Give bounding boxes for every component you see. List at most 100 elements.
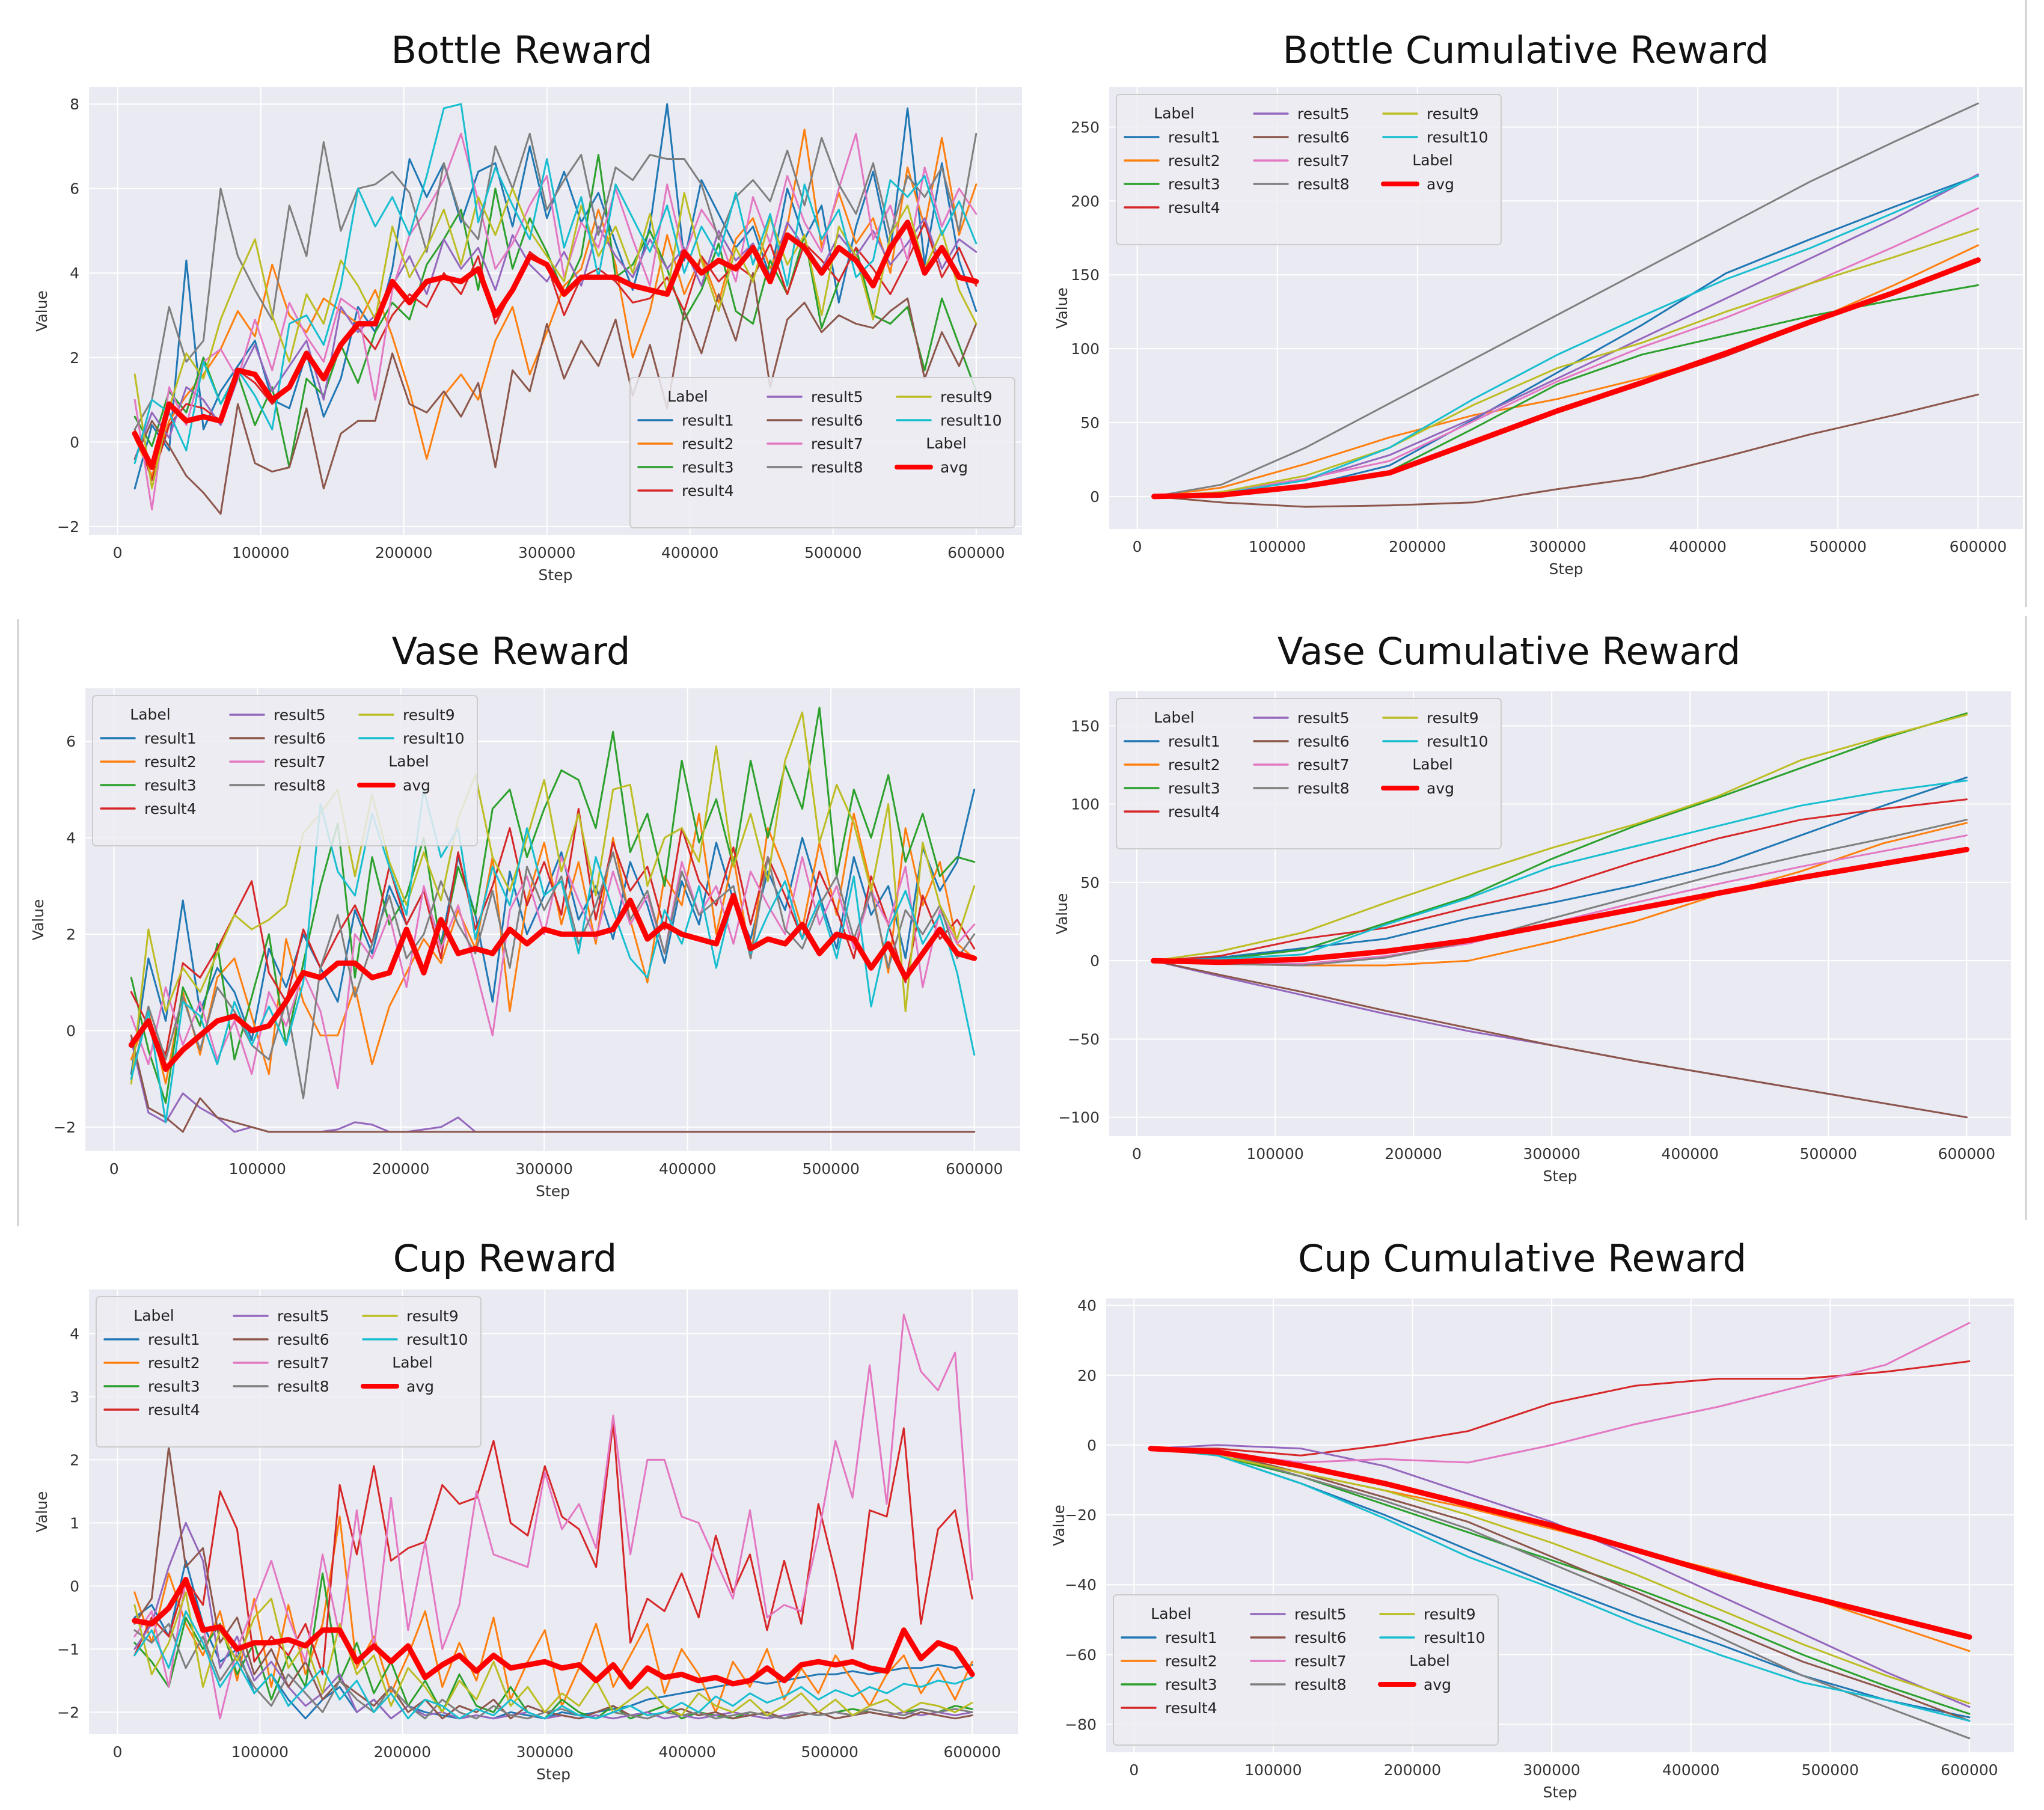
x-axis-label: Step [536,1182,570,1200]
legend-label-result5: result5 [274,706,326,724]
legend-label-avg: avg [403,777,430,794]
series-line-result9 [1153,228,1979,498]
legend-header: Label [392,1354,432,1371]
y-tick-label: 0 [66,1022,76,1039]
y-axis-label: Value [33,1491,50,1533]
series-line-result3 [1152,712,1968,962]
y-tick-label: −40 [1065,1576,1097,1594]
x-tick-label: 300000 [518,544,575,561]
legend-label-result4: result4 [148,1401,200,1419]
y-tick-label: 50 [1080,874,1100,891]
x-tick-label: 400000 [1669,538,1726,555]
y-axis-label: Value [33,290,50,332]
y-tick-label: 8 [70,96,79,113]
legend-label-result4: result4 [1165,1699,1217,1717]
legend-label-result4: result4 [682,482,734,500]
x-axis-label: Step [536,1766,571,1783]
legend-label-result6: result6 [1297,129,1350,146]
series-line-result8 [1152,819,1968,967]
legend-label-result3: result3 [682,459,734,476]
legend-header: Label [1154,105,1194,122]
series-line-result8 [130,851,976,1099]
legend-label-result9: result9 [1424,1606,1476,1623]
legend-label-result5: result5 [811,388,863,406]
legend-label-result7: result7 [1297,756,1350,774]
series-line-result7 [130,856,976,1090]
x-tick-label: 500000 [804,544,861,561]
y-tick-label: −60 [1065,1646,1097,1663]
legend: Label result1 result2 result3 result4 result5… [1116,94,1502,245]
legend-label-avg: avg [1424,1676,1451,1693]
legend-label-result8: result8 [1297,780,1350,797]
series-line-result10 [1153,175,1979,498]
y-tick-label: 3 [70,1388,79,1405]
series-line-result7 [1153,207,1979,498]
series-line-result8 [1149,1448,1971,1740]
chart-bottle-cumulative-reward: Bottle Cumulative Reward 0 100000 200000 300… [1053,28,2023,578]
legend-label-result8: result8 [1297,176,1350,193]
legend-label-result4: result4 [144,800,197,818]
x-tick-label: 200000 [1384,1761,1441,1779]
chart-title: Bottle Reward [391,28,652,72]
y-tick-label: 100 [1071,340,1100,358]
y-tick-label: 4 [70,264,79,282]
x-tick-label: 400000 [661,544,718,561]
x-tick-label: 0 [1132,1145,1142,1163]
legend-label-result9: result9 [1427,105,1479,123]
y-tick-label: −1 [57,1640,79,1658]
legend-label-result7: result7 [1294,1653,1347,1670]
x-tick-label: 300000 [516,1743,574,1761]
y-tick-label: 0 [1087,1437,1097,1454]
y-axis-label: Value [1053,893,1071,935]
y-tick-label: −50 [1068,1030,1100,1048]
x-axis-label: Step [1543,1784,1577,1801]
series-line-avg [132,219,979,470]
x-tick-label: 400000 [1662,1145,1719,1163]
series-line-result9 [130,711,976,1085]
x-tick-label: 100000 [228,1160,286,1178]
y-tick-label: −100 [1058,1109,1100,1127]
x-tick-label: 400000 [659,1160,716,1178]
legend-box [1113,1594,1499,1746]
legend-label-result10: result10 [1424,1629,1486,1646]
x-tick-label: 200000 [374,1743,431,1761]
y-tick-label: 2 [70,1451,79,1469]
legend: Label result1 result2 result3 result4 result5… [629,377,1015,528]
series-line-result4 [1149,1360,1971,1457]
legend-header: Label [926,435,966,452]
x-tick-label: 600000 [947,544,1005,561]
x-tick-label: 0 [1133,538,1142,555]
legend-label-result3: result3 [144,777,197,794]
series-line-result10 [130,788,976,1124]
legend-label-avg: avg [940,459,968,476]
series-line-result10 [133,1610,973,1720]
legend-label-result10: result10 [940,412,1002,429]
y-tick-label: 4 [66,830,76,847]
y-tick-label: 0 [1090,952,1100,970]
legend: Label result1 result2 result3 result4 result5… [1113,1594,1499,1746]
legend-label-result10: result10 [1427,733,1489,750]
legend-label-result1: result1 [682,412,734,429]
legend-label-result9: result9 [940,388,993,406]
chart-vase-cumulative-reward: Vase Cumulative Reward 0 100000 200000 30000… [1053,629,2011,1185]
series-line-result6 [130,1035,976,1133]
legend: Label result1 result2 result3 result4 result5… [1116,698,1502,849]
series-line-result4 [1152,798,1968,962]
x-tick-label: 400000 [1662,1761,1719,1779]
legend-label-result9: result9 [1427,709,1479,727]
y-tick-label: −2 [54,1119,76,1136]
x-tick-label: 500000 [801,1743,858,1761]
legend-label-result2: result2 [1168,152,1220,170]
legend-label-result1: result1 [1168,129,1220,146]
chart-cup-reward: Cup Reward 0 100000 200000 300000 400000 50000… [33,1237,1018,1783]
legend-label-result2: result2 [1168,756,1220,774]
legend-label-result7: result7 [811,435,863,453]
legend-label-result6: result6 [1294,1629,1347,1646]
y-axis-label: Value [1050,1505,1068,1546]
series-line-result6 [133,272,978,515]
series-line-result9 [133,1591,973,1716]
y-tick-label: −20 [1065,1506,1097,1524]
x-tick-label: 600000 [946,1160,1003,1178]
legend-box [96,1296,482,1448]
